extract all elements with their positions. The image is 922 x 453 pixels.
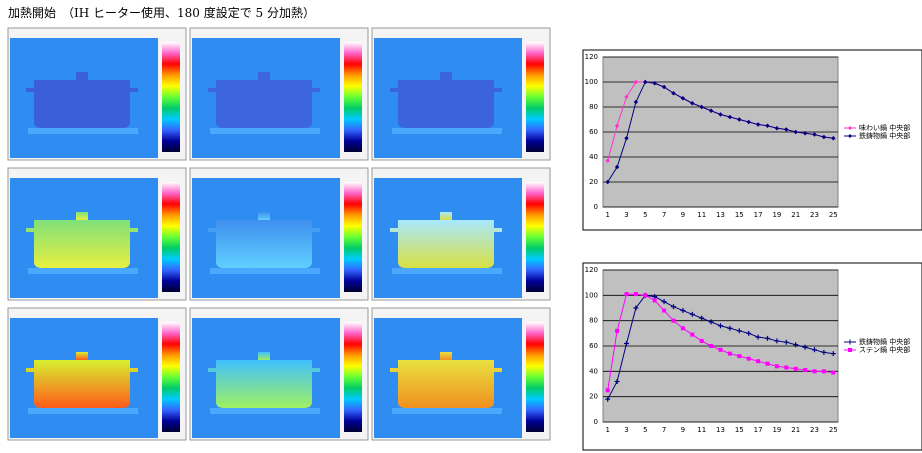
marker (643, 293, 647, 297)
x-tick-label: 23 (810, 211, 819, 219)
marker (615, 329, 619, 333)
x-tick-label: 13 (716, 211, 725, 219)
marker (794, 367, 798, 371)
x-tick-label: 5 (643, 426, 647, 434)
marker (756, 359, 760, 363)
x-tick-label: 15 (735, 211, 744, 219)
y-tick-label: 20 (589, 393, 598, 401)
y-tick-label: 120 (585, 53, 598, 61)
legend-label: 鉄鋳物鍋 中央部 (859, 131, 910, 140)
x-tick-label: 13 (716, 426, 725, 434)
marker (625, 292, 629, 296)
x-tick-label: 21 (791, 211, 800, 219)
legend-label: 味わい鍋 中央部 (859, 123, 910, 132)
marker (831, 371, 835, 375)
x-tick-label: 3 (624, 211, 628, 219)
x-tick-label: 7 (662, 426, 666, 434)
marker (681, 326, 685, 330)
marker (653, 298, 657, 302)
y-tick-label: 80 (589, 103, 598, 111)
legend-label: 鉄鋳物鍋 中央部 (859, 337, 910, 346)
y-tick-label: 60 (589, 128, 598, 136)
x-tick-label: 25 (829, 211, 838, 219)
marker (747, 357, 751, 361)
x-tick-label: 19 (772, 211, 781, 219)
marker (813, 369, 817, 373)
y-tick-label: 0 (594, 418, 598, 426)
marker (719, 348, 723, 352)
x-tick-label: 23 (810, 426, 819, 434)
x-tick-label: 21 (791, 426, 800, 434)
marker (822, 369, 826, 373)
x-tick-label: 3 (624, 426, 628, 434)
marker (766, 362, 770, 366)
x-tick-label: 15 (735, 426, 744, 434)
marker (634, 292, 638, 296)
x-tick-label: 7 (662, 211, 666, 219)
y-tick-label: 20 (589, 178, 598, 186)
y-tick-label: 120 (585, 266, 598, 274)
legend-label: ステン鍋 中央部 (859, 345, 910, 354)
y-tick-label: 40 (589, 153, 598, 161)
x-tick-label: 19 (772, 426, 781, 434)
y-tick-label: 100 (585, 78, 598, 86)
marker (672, 319, 676, 323)
charts: 020406080100120135791113151719212325味わい鍋… (0, 0, 922, 453)
x-tick-label: 11 (697, 426, 706, 434)
y-tick-label: 100 (585, 291, 598, 299)
x-tick-label: 17 (754, 426, 763, 434)
x-tick-label: 25 (829, 426, 838, 434)
y-tick-label: 0 (594, 203, 598, 211)
marker (784, 366, 788, 370)
y-tick-label: 60 (589, 342, 598, 350)
x-tick-label: 17 (754, 211, 763, 219)
y-tick-label: 40 (589, 367, 598, 375)
marker (690, 333, 694, 337)
marker (606, 388, 610, 392)
x-tick-label: 11 (697, 211, 706, 219)
x-tick-label: 1 (605, 426, 609, 434)
marker (662, 309, 666, 313)
marker (728, 352, 732, 356)
x-tick-label: 9 (681, 211, 685, 219)
marker (803, 368, 807, 372)
marker (709, 344, 713, 348)
x-tick-label: 9 (681, 426, 685, 434)
y-tick-label: 80 (589, 317, 598, 325)
x-tick-label: 5 (643, 211, 647, 219)
legend-marker (848, 348, 852, 352)
marker (700, 339, 704, 343)
marker (775, 364, 779, 368)
page: 加熱開始 （IH ヒーター使用、180 度設定で 5 分加熱） 02040608… (0, 0, 922, 453)
marker (737, 354, 741, 358)
x-tick-label: 1 (605, 211, 609, 219)
